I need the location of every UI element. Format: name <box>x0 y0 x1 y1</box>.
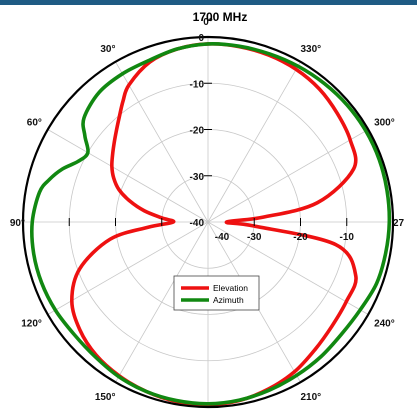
r-label-inner-3: -10 <box>340 232 355 243</box>
grid-spoke-8 <box>207 221 369 315</box>
grid-spoke-10 <box>207 129 369 223</box>
angle-label-90: 90° <box>10 218 25 229</box>
grid-spoke-4 <box>47 221 209 315</box>
chart-title: 1700 MHz <box>193 10 248 24</box>
angle-label-30: 30° <box>100 44 115 55</box>
legend-label-elevation: Elevation <box>213 283 248 293</box>
tick-marks-layer <box>68 36 394 226</box>
angle-label-300: 300° <box>374 118 395 129</box>
r-label-top-0: -10 <box>190 79 205 90</box>
r-label-top-2: -30 <box>190 172 205 183</box>
legend-label-azimuth: Azimuth <box>213 295 244 305</box>
top-accent-bar <box>0 0 417 5</box>
angle-label-210: 210° <box>301 392 322 403</box>
angle-label-150: 150° <box>95 392 116 403</box>
labels-layer: 0°30°60°90°120°150°180°210°240°27300°330… <box>10 17 405 403</box>
series-layer <box>30 42 392 407</box>
r-label-inner-1: -30 <box>247 232 262 243</box>
r-label-top-1: -20 <box>190 126 205 137</box>
angle-label-270: 27 <box>393 218 405 229</box>
r-label-inner-0: -40 <box>215 232 230 243</box>
grid-spoke-11 <box>207 61 301 223</box>
series-line-azimuth <box>30 42 392 406</box>
angle-label-0: 0° <box>203 17 213 28</box>
r-label-top-zero: 0 <box>198 33 204 44</box>
legend: Elevation Azimuth <box>173 275 260 311</box>
grid-spoke-5 <box>115 221 209 383</box>
angle-label-120: 120° <box>21 319 42 330</box>
legend-box <box>173 275 260 311</box>
grid-spoke-2 <box>47 129 209 223</box>
angle-label-330: 330° <box>301 44 322 55</box>
angle-label-240: 240° <box>374 319 395 330</box>
angle-label-60: 60° <box>27 118 42 129</box>
grid-spoke-1 <box>115 61 209 223</box>
r-label-top-3: -40 <box>190 218 205 229</box>
r-label-inner-2: -20 <box>293 232 308 243</box>
